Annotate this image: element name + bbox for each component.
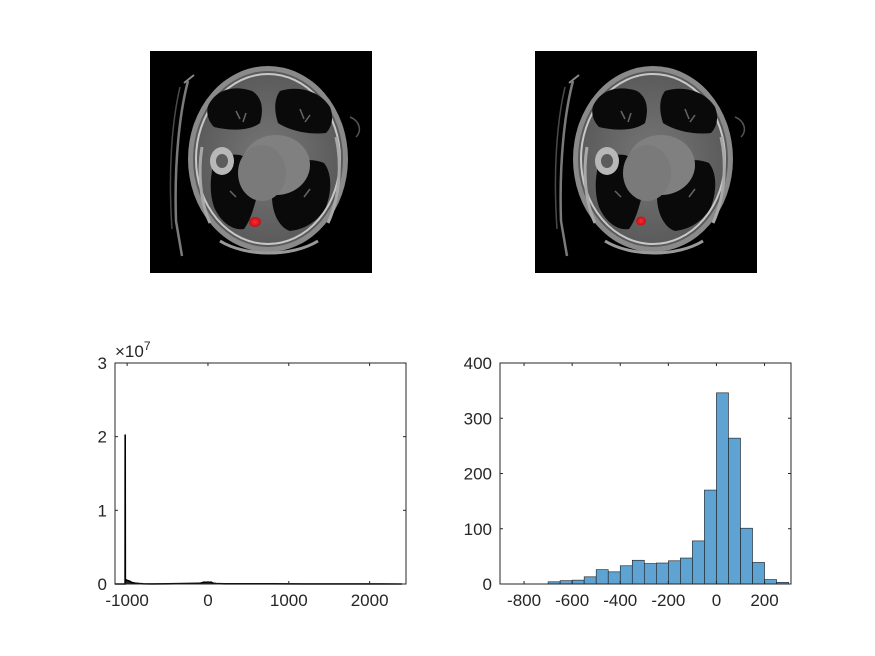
histogram-bar	[740, 527, 753, 585]
histogram-bar	[692, 540, 705, 585]
y-tick-label: 2	[98, 428, 107, 447]
histogram-bar	[716, 392, 729, 585]
y-ticks: 0 1 2 3	[98, 354, 406, 594]
y-ticks: 0 100 200 300 400	[464, 354, 791, 594]
x-ticks: -1000 0 1000 2000	[105, 363, 389, 610]
histogram-lesion: -800 -600 -400 -200 0 200 0 100 200 300 400	[464, 354, 792, 610]
histogram-bar	[704, 489, 717, 585]
histogram-bar	[680, 557, 693, 585]
histogram-bar	[643, 563, 657, 585]
y-tick-label: 400	[464, 354, 492, 373]
x-tick-label: 1000	[270, 591, 308, 610]
x-tick-label: -800	[507, 591, 541, 610]
histogram-bars	[547, 392, 789, 585]
histogram-bar	[764, 579, 777, 585]
y-tick-label: 200	[464, 465, 492, 484]
histogram-bar	[668, 560, 681, 585]
x-tick-label: -200	[651, 591, 685, 610]
lesion-overlay	[636, 216, 646, 226]
histogram-bar	[583, 576, 597, 585]
axes-box	[114, 362, 407, 585]
y-tick-label: 3	[98, 354, 107, 373]
x-tick-label: 200	[750, 591, 778, 610]
x-tick-label: 0	[203, 591, 212, 610]
histogram-bar	[631, 559, 645, 585]
histogram-bar	[571, 579, 585, 585]
x-ticks: -800 -600 -400 -200 0 200	[507, 363, 779, 610]
y-tick-label: 300	[464, 409, 492, 428]
x-tick-label: -400	[603, 591, 637, 610]
plot-area	[115, 363, 406, 584]
ct-image-panel-right	[533, 49, 759, 275]
lesion-overlay	[249, 217, 261, 227]
histogram-bar	[607, 571, 621, 585]
histogram-bar	[595, 569, 609, 585]
histogram-bar	[728, 437, 741, 585]
histogram-bar	[656, 562, 669, 585]
y-tick-label: 100	[464, 520, 492, 539]
x-tick-label: 0	[712, 591, 721, 610]
ct-slice-image	[533, 49, 759, 275]
x-tick-label: -1000	[105, 591, 148, 610]
y-tick-label: 1	[98, 501, 107, 520]
y-tick-label: 0	[98, 575, 107, 594]
histogram-bar	[619, 565, 633, 585]
ct-image-panel-left	[148, 49, 374, 275]
histogram-bar	[752, 562, 765, 585]
y-tick-label: 0	[483, 575, 492, 594]
x-tick-label: -600	[555, 591, 589, 610]
ct-slice-image	[148, 49, 374, 275]
x-tick-label: 2000	[351, 591, 389, 610]
y-exponent-label: ×107	[115, 339, 151, 361]
